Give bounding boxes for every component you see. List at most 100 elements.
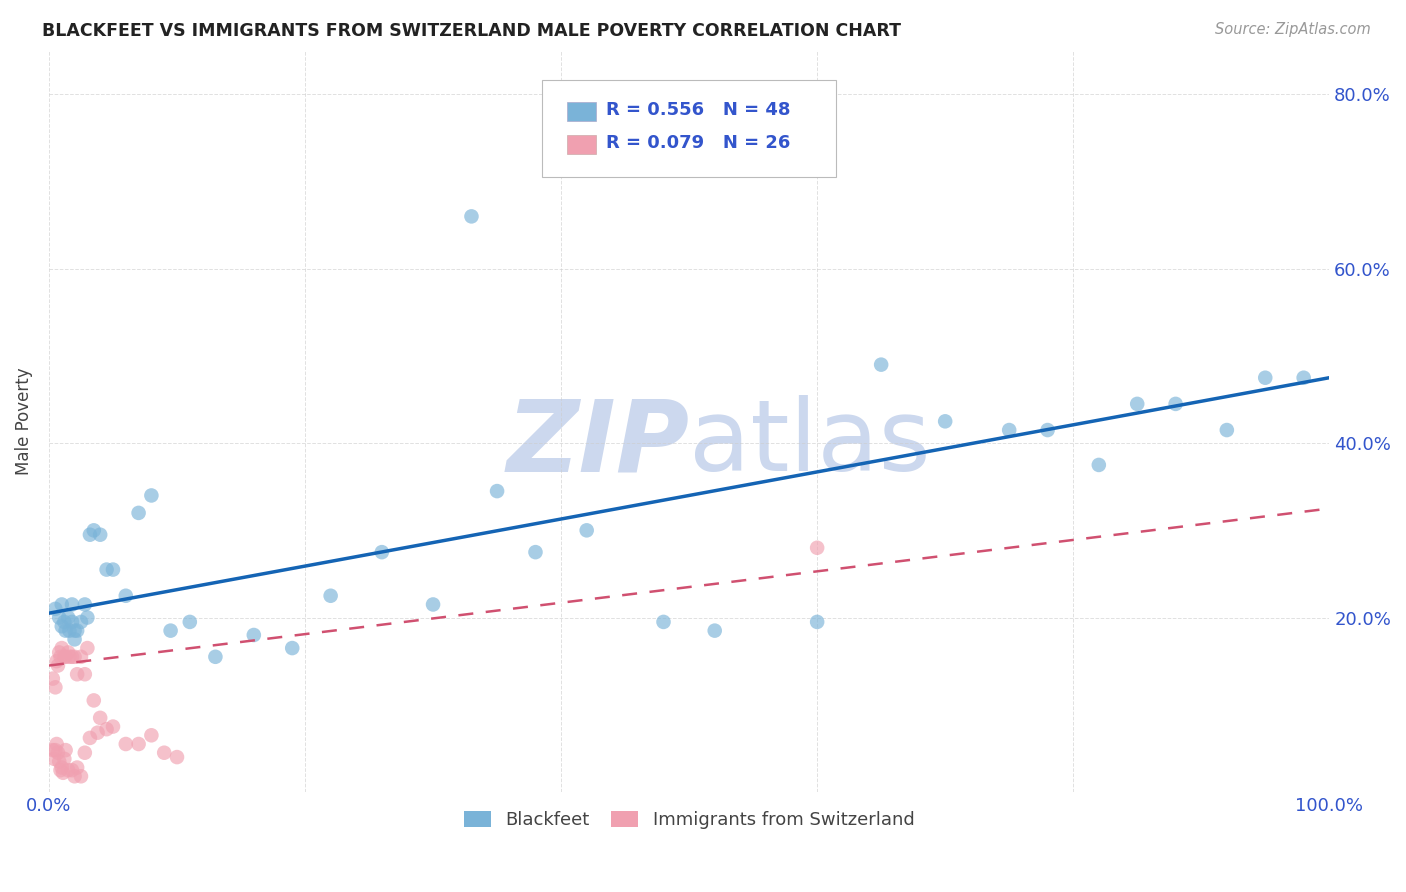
Point [42,752,65,766]
Point [44,602,66,616]
Point [1126,397,1149,411]
Point [89,711,111,725]
Point [55,624,77,638]
Point [42,743,65,757]
Point [806,541,828,555]
Point [101,563,124,577]
Point [179,615,201,629]
Point [73,746,96,760]
Point [58,649,80,664]
Point [141,728,163,742]
Point [1254,370,1277,384]
Point [58,624,80,638]
Point [60,598,83,612]
Point [128,737,150,751]
Text: Source: ZipAtlas.com: Source: ZipAtlas.com [1215,22,1371,37]
Point [48,645,70,659]
Y-axis label: Male Poverty: Male Poverty [15,368,32,475]
Point [524,545,547,559]
Point [66,667,89,681]
Point [319,589,342,603]
Point [45,654,67,668]
Point [53,615,76,629]
Point [55,743,77,757]
Point [51,598,73,612]
FancyBboxPatch shape [541,80,837,177]
Point [96,722,118,736]
FancyBboxPatch shape [568,102,596,121]
Point [422,598,444,612]
Point [83,693,105,707]
Point [1164,397,1187,411]
Point [63,649,86,664]
Point [1216,423,1239,437]
Point [114,737,136,751]
Legend: Blackfeet, Immigrants from Switzerland: Blackfeet, Immigrants from Switzerland [457,804,922,837]
Point [44,743,66,757]
Point [998,423,1021,437]
Point [166,750,188,764]
Point [73,667,96,681]
Point [460,210,482,224]
Point [48,755,70,769]
Point [45,737,67,751]
Point [153,746,176,760]
Point [44,681,66,695]
Point [1088,458,1111,472]
Point [486,484,509,499]
Point [66,760,89,774]
Text: ZIP: ZIP [506,395,689,492]
Point [703,624,725,638]
Point [575,524,598,538]
Text: atlas: atlas [689,395,931,492]
Point [60,649,83,664]
Point [63,769,86,783]
Point [159,624,181,638]
Point [76,641,98,656]
Point [56,763,79,777]
Point [63,632,86,647]
Point [73,598,96,612]
Point [56,645,79,659]
Point [46,658,69,673]
Point [79,731,101,745]
Point [49,763,72,777]
Point [42,672,65,686]
Point [56,610,79,624]
Point [128,506,150,520]
Point [60,615,83,629]
Point [141,488,163,502]
Point [48,610,70,624]
Point [79,527,101,541]
Point [83,524,105,538]
Point [371,545,394,559]
Point [934,414,956,428]
Text: BLACKFEET VS IMMIGRANTS FROM SWITZERLAND MALE POVERTY CORRELATION CHART: BLACKFEET VS IMMIGRANTS FROM SWITZERLAND… [42,22,901,40]
Point [1036,423,1059,437]
Point [60,763,83,777]
Point [51,760,73,774]
Point [52,765,75,780]
Point [46,746,69,760]
Point [86,725,108,739]
Point [204,649,226,664]
Point [70,769,93,783]
Point [51,641,73,656]
Text: R = 0.556   N = 48: R = 0.556 N = 48 [606,101,790,119]
Point [1292,370,1315,384]
Point [51,619,73,633]
Point [55,649,77,664]
Point [66,624,89,638]
Point [70,649,93,664]
Point [49,649,72,664]
Point [652,615,675,629]
Point [89,527,111,541]
Point [114,589,136,603]
FancyBboxPatch shape [568,136,596,154]
Point [76,610,98,624]
Point [101,720,124,734]
Point [70,615,93,629]
Point [281,641,304,656]
Point [806,615,828,629]
Point [53,752,76,766]
